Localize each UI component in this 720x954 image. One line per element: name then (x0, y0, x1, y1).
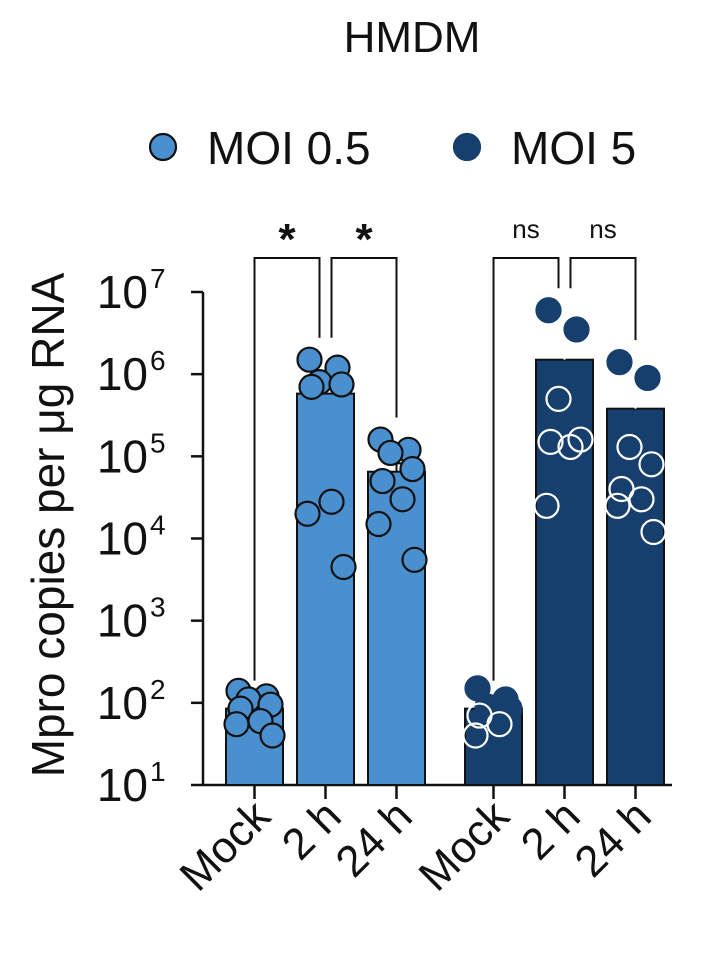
significance-bracket (492, 257, 560, 681)
y-tick-label: 10 (97, 759, 148, 811)
y-tick-exponent: 6 (150, 345, 166, 376)
x-tick-label: Mock (171, 791, 281, 901)
data-point (628, 486, 655, 513)
y-tick-exponent: 2 (150, 674, 166, 705)
y-tick-label: 10 (97, 266, 148, 318)
significance-bracket (569, 257, 637, 341)
data-point (259, 722, 286, 749)
data-point (389, 486, 416, 513)
significance-label: ns (512, 214, 539, 244)
y-tick-exponent: 3 (150, 592, 166, 623)
data-point (399, 455, 426, 483)
legend: MOI 0.5 MOI 5 (148, 122, 636, 174)
y-tick-label: 10 (97, 677, 148, 729)
data-point (330, 553, 357, 581)
significance-label: ns (589, 214, 616, 244)
data-point (537, 428, 564, 455)
significance-bracket (330, 257, 398, 418)
data-point (604, 492, 631, 519)
data-point (223, 711, 250, 738)
y-tick-exponent: 7 (150, 263, 166, 294)
data-point (606, 349, 633, 376)
data-point (294, 500, 321, 527)
y-axis-label: Mpro copies per μg RNA (22, 272, 74, 777)
data-point (634, 364, 661, 392)
data-point (640, 518, 667, 546)
data-point (369, 467, 396, 495)
data-point (486, 711, 513, 738)
chart-title: HMDM (344, 13, 481, 62)
legend-label: MOI 5 (511, 122, 636, 174)
legend-marker (452, 132, 482, 162)
y-tick-label: 10 (97, 348, 148, 400)
data-point (535, 297, 562, 324)
y-tick-label: 10 (97, 595, 148, 647)
x-tick-label: 24 h (565, 791, 660, 886)
data-point (545, 385, 572, 413)
bar (535, 358, 594, 786)
data-point (298, 373, 325, 400)
data-point (328, 371, 355, 398)
legend-marker (148, 132, 178, 162)
data-point (638, 451, 665, 478)
y-tick-label: 10 (97, 430, 148, 482)
significance-bracket (253, 257, 321, 681)
data-point (377, 439, 404, 467)
data-point (557, 433, 584, 461)
data-point (462, 722, 489, 749)
bar (296, 392, 355, 786)
y-tick-exponent: 4 (150, 510, 166, 541)
data-point (533, 492, 560, 519)
data-point (365, 510, 392, 538)
y-tick-exponent: 1 (150, 756, 166, 787)
x-tick-label: Mock (410, 791, 520, 901)
y-tick-label: 10 (97, 513, 148, 565)
data-point (563, 316, 590, 343)
legend-label: MOI 0.5 (207, 122, 371, 174)
data-point (616, 433, 643, 461)
data-point (496, 695, 523, 722)
data-point (296, 346, 323, 373)
significance-label: * (278, 215, 296, 264)
data-point (318, 488, 345, 515)
bar (606, 407, 665, 786)
y-tick-exponent: 5 (150, 427, 166, 458)
significance-label: * (355, 215, 373, 264)
x-tick-label: 24 h (326, 791, 421, 886)
data-point (401, 546, 428, 573)
